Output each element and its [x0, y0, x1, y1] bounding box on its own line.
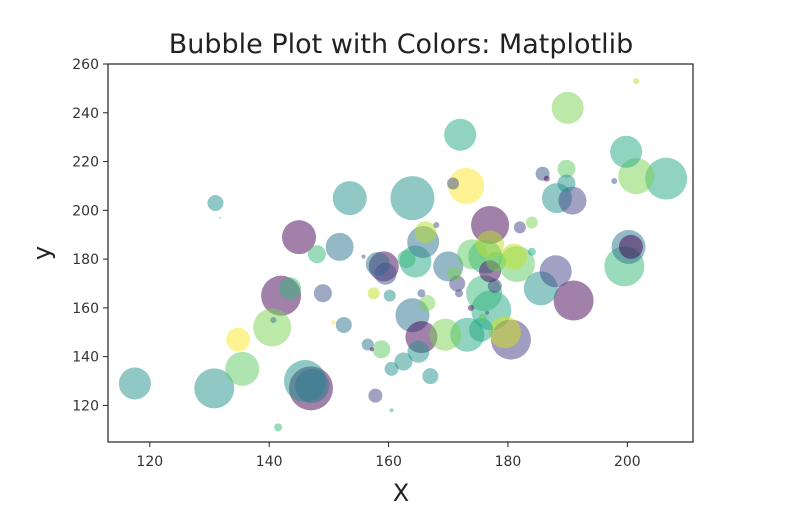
bubble-point: [118, 367, 151, 400]
bubble-point: [527, 247, 536, 256]
bubble-point: [332, 181, 367, 216]
bubble-point: [611, 178, 618, 185]
bubble-point: [295, 368, 330, 403]
bubble-point: [539, 255, 572, 288]
bubble-point: [513, 221, 526, 234]
bubble-point: [225, 351, 260, 386]
bubble-point: [313, 284, 332, 303]
bubble-point: [557, 174, 576, 193]
y-axis-ticks: 120 140 160 180 200 220 240 260: [72, 57, 108, 414]
bubble-point: [407, 340, 430, 363]
bubble-point: [372, 340, 391, 359]
x-tick-label: 160: [375, 454, 402, 470]
bubble-point: [207, 195, 224, 212]
axes: [107, 63, 694, 443]
bubble-point: [645, 157, 688, 200]
y-tick-label: 120: [72, 398, 99, 414]
x-tick-label: 200: [614, 454, 641, 470]
x-axis-ticks: 120 140 160 180 200: [136, 442, 641, 470]
bubble-point: [525, 216, 538, 229]
bubble-point: [551, 91, 584, 124]
bubble-point: [279, 277, 302, 300]
bubble-point: [417, 289, 426, 298]
bubble-point: [389, 408, 394, 413]
bubble-point: [478, 313, 487, 322]
bubble-point: [467, 304, 474, 311]
bubble-point: [447, 177, 460, 190]
bubble-point: [219, 216, 222, 219]
bubble-point: [558, 186, 587, 215]
bubble-point: [325, 232, 354, 261]
bubble-point: [433, 221, 440, 228]
bubble-point: [543, 175, 550, 182]
bubble-point: [414, 221, 437, 244]
bubble-point: [194, 368, 235, 409]
bubble-point: [397, 250, 416, 269]
y-tick-label: 200: [72, 203, 99, 219]
bubble-point: [374, 262, 397, 285]
bubble-point: [486, 251, 507, 272]
y-tick-label: 220: [72, 155, 99, 171]
bubble-point: [367, 287, 380, 300]
bubble-point: [485, 310, 490, 315]
bubble-point: [361, 338, 374, 351]
y-tick-label: 160: [72, 301, 99, 317]
y-tick-label: 260: [72, 57, 99, 73]
x-tick-label: 140: [256, 454, 283, 470]
bubble-point: [448, 167, 485, 204]
y-tick-label: 140: [72, 350, 99, 366]
bubble-point: [335, 316, 352, 333]
x-tick-label: 180: [495, 454, 522, 470]
bubble-point: [455, 289, 463, 298]
y-axis-label: y: [28, 246, 56, 260]
bubble-point: [500, 243, 527, 270]
bubble-point: [429, 318, 462, 351]
bubble-point: [361, 254, 366, 259]
plot-frame: [107, 63, 694, 443]
bubble-point: [476, 230, 505, 259]
bubble-point: [253, 308, 292, 347]
bubble-point: [633, 78, 640, 85]
bubble-point: [618, 234, 643, 259]
x-axis-label: X: [393, 479, 409, 507]
bubble-point: [383, 289, 396, 302]
bubble-point: [610, 135, 643, 168]
bubble-point: [394, 352, 413, 371]
bubble-point: [487, 278, 502, 293]
y-tick-label: 180: [72, 252, 99, 268]
bubble-point: [422, 368, 439, 385]
chart-title: Bubble Plot with Colors: Matplotlib: [169, 29, 634, 60]
bubble-point: [368, 388, 383, 403]
bubble-point: [331, 320, 336, 325]
bubble-point: [270, 317, 277, 324]
bubble-point: [226, 327, 251, 352]
bubble-point: [557, 159, 576, 178]
bubble-point: [419, 294, 436, 311]
bubble-point: [444, 118, 477, 151]
x-tick-label: 120: [136, 454, 163, 470]
bubble-point: [384, 361, 399, 376]
bubble-point: [390, 176, 435, 221]
bubble-point: [488, 316, 521, 349]
bubble-point: [307, 245, 326, 264]
y-tick-label: 240: [72, 106, 99, 122]
bubble-point: [274, 423, 283, 432]
bubbles-layer: [118, 78, 688, 432]
bubble-point: [553, 280, 594, 321]
bubble-point: [369, 347, 374, 352]
bubble-point: [469, 317, 494, 342]
bubble-point: [447, 266, 462, 281]
bubble-point: [282, 220, 317, 255]
